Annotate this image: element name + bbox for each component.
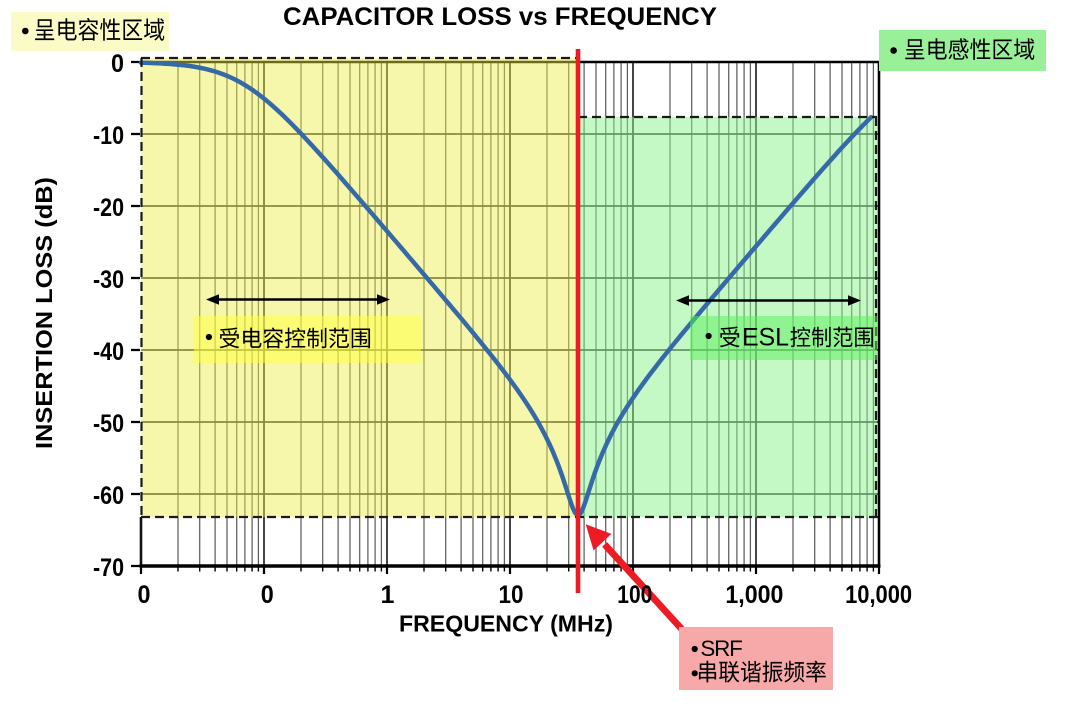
svg-text:10: 10 bbox=[499, 581, 524, 609]
svg-text:SRF: SRF bbox=[700, 636, 742, 661]
svg-text:100: 100 bbox=[617, 581, 652, 609]
svg-text:10,000: 10,000 bbox=[845, 581, 912, 609]
svg-text:1: 1 bbox=[381, 581, 395, 609]
svg-text:CAPACITOR LOSS vs FREQUENCY: CAPACITOR LOSS vs FREQUENCY bbox=[283, 4, 717, 31]
svg-text:0: 0 bbox=[138, 581, 151, 609]
svg-text:-30: -30 bbox=[93, 266, 124, 294]
svg-text:0: 0 bbox=[111, 50, 124, 78]
svg-text:FREQUENCY (MHz): FREQUENCY (MHz) bbox=[399, 611, 613, 637]
svg-text:-60: -60 bbox=[93, 482, 124, 510]
svg-text:INSERTION LOSS (dB): INSERTION LOSS (dB) bbox=[31, 177, 57, 449]
svg-text:ESL: ESL bbox=[742, 324, 789, 352]
svg-text:0: 0 bbox=[261, 581, 274, 609]
svg-text:1,000: 1,000 bbox=[725, 581, 783, 609]
svg-text:-10: -10 bbox=[93, 122, 124, 150]
svg-text:-50: -50 bbox=[93, 410, 124, 438]
svg-text:-20: -20 bbox=[93, 194, 124, 222]
svg-text:-70: -70 bbox=[93, 554, 124, 582]
svg-text:-40: -40 bbox=[93, 338, 124, 366]
